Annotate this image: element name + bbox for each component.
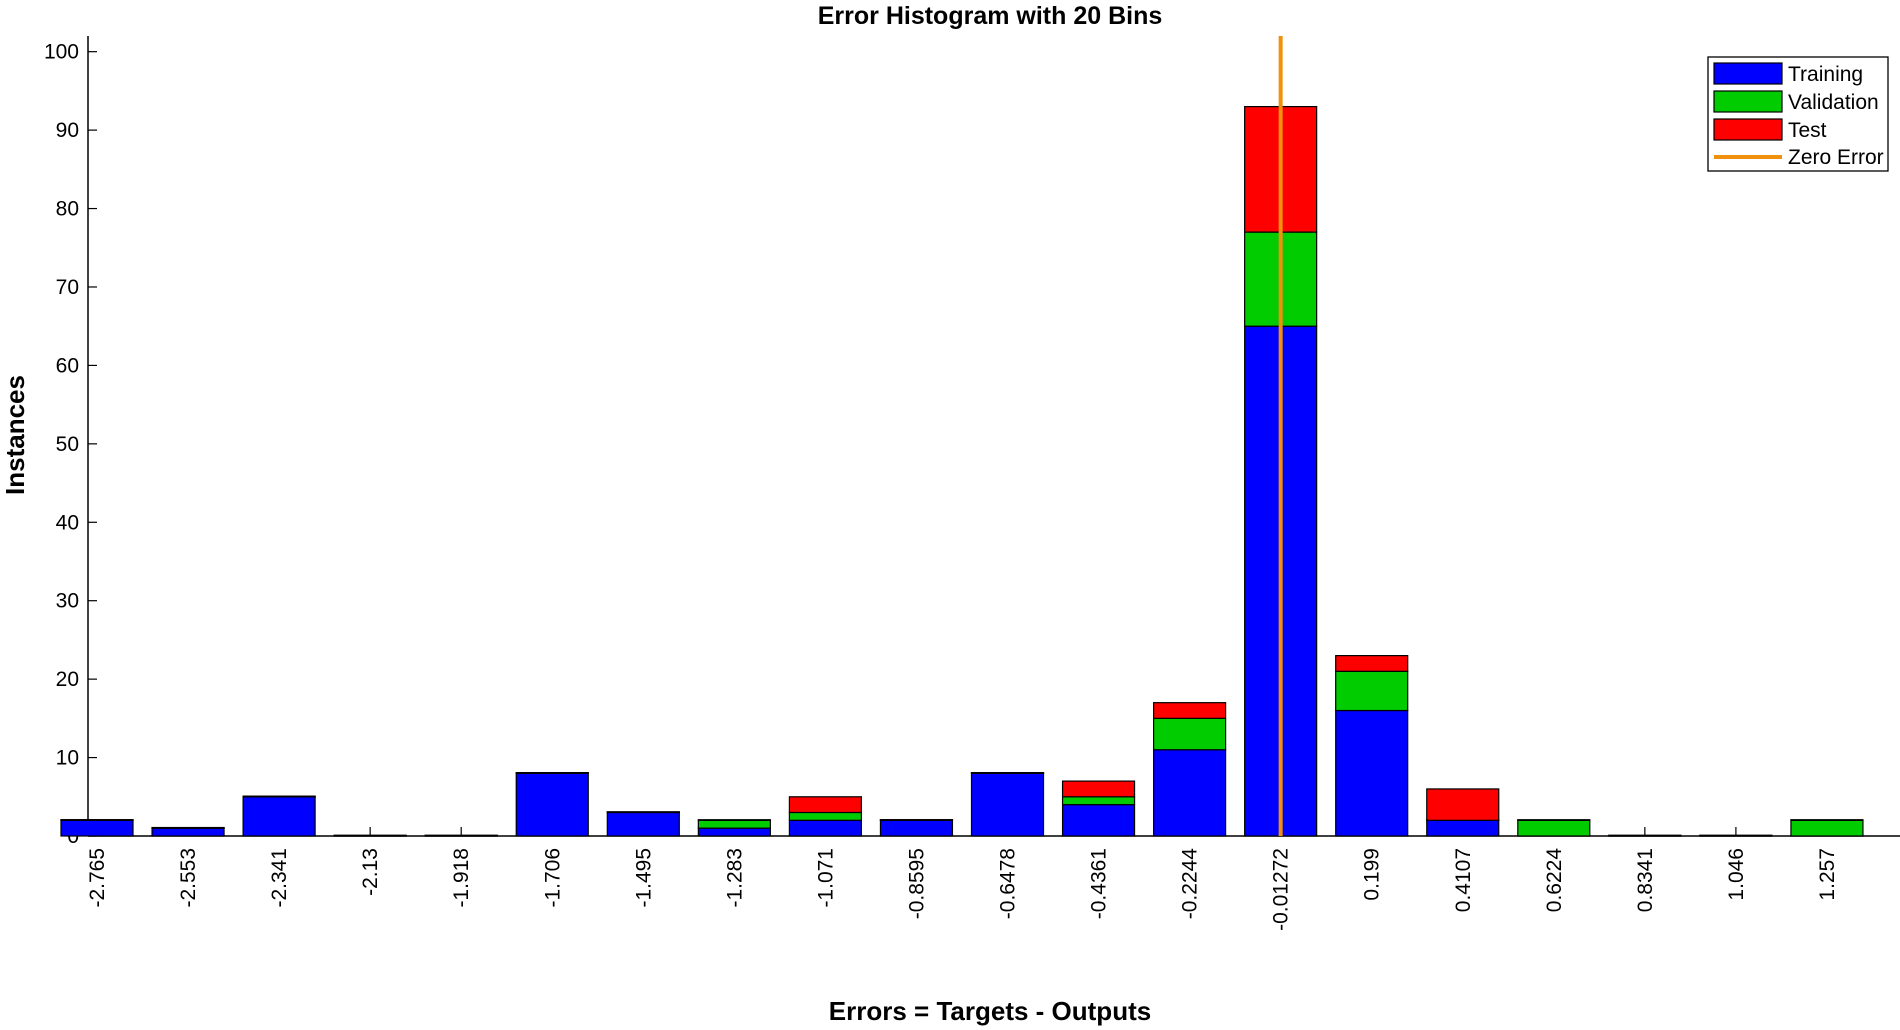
bar-training (1335, 709, 1409, 837)
bar-training (1061, 804, 1136, 837)
bar-training (970, 772, 1045, 837)
bar-test (788, 796, 863, 814)
bar-test (697, 819, 771, 821)
bar-test (1699, 834, 1773, 837)
x-tick-label: -1.283 (723, 848, 746, 908)
bar-training (697, 827, 771, 837)
y-axis-label: Instances (0, 375, 30, 495)
y-tick-label: 60 (56, 354, 79, 377)
y-tick-label: 30 (56, 590, 79, 613)
bar-test (333, 834, 407, 837)
x-tick-label: -1.071 (814, 848, 837, 908)
x-tick-label: -0.01272 (1270, 848, 1293, 931)
x-tick-label: -1.918 (450, 848, 473, 908)
bar-training (606, 811, 680, 837)
bar-validation (697, 819, 771, 829)
bar-training (242, 796, 316, 837)
x-tick-label: 0.199 (1361, 848, 1384, 901)
x-tick-label: 1.046 (1725, 848, 1748, 901)
bar-training (788, 819, 863, 837)
bar-test (151, 826, 225, 829)
x-tick-label: -1.495 (632, 848, 655, 908)
bar-validation (1335, 670, 1409, 712)
y-tick-label: 20 (56, 668, 79, 691)
bar-test (1335, 655, 1409, 672)
legend-label-zero-error: Zero Error (1788, 146, 1884, 169)
bar-validation (1790, 819, 1864, 837)
x-tick-label: -0.4361 (1088, 848, 1111, 919)
y-tick-label: 80 (56, 198, 79, 221)
y-tick-label: 70 (56, 276, 79, 299)
x-tick-label: 1.257 (1816, 848, 1839, 901)
bar-test (1790, 819, 1864, 821)
x-tick-label: -2.13 (359, 848, 382, 896)
bar-training (151, 827, 225, 837)
bar-training (515, 772, 589, 837)
x-tick-label: 0.8341 (1634, 848, 1657, 912)
legend-label-validation: Validation (1788, 91, 1879, 114)
bar-test (1517, 819, 1591, 821)
legend-label-test: Test (1788, 119, 1827, 142)
plot-area: 0102030405060708090100-2.765-2.553-2.341… (44, 36, 1900, 931)
bar-test (60, 819, 134, 821)
x-tick-label: 0.6224 (1543, 848, 1566, 913)
y-tick-label: 10 (56, 747, 79, 770)
bar-training (1426, 819, 1500, 837)
bar-test (1426, 788, 1500, 821)
bar-test (879, 819, 954, 821)
bar-training (60, 819, 134, 837)
chart-title: Error Histogram with 20 Bins (818, 2, 1163, 30)
y-tick-label: 100 (44, 41, 79, 64)
x-tick-label: -0.8595 (905, 848, 928, 919)
legend-label-training: Training (1788, 63, 1863, 86)
x-tick-label: -2.765 (86, 848, 109, 908)
bar-test (1152, 702, 1227, 719)
bar-validation (788, 811, 863, 821)
bar-test (970, 772, 1045, 774)
x-tick-label: -2.341 (268, 848, 291, 908)
bar-test (242, 795, 316, 798)
y-tick-label: 90 (56, 119, 79, 142)
bar-test (1061, 780, 1136, 798)
bar-validation (1061, 796, 1136, 806)
x-tick-label: -0.6478 (997, 848, 1020, 919)
legend-swatch-test (1713, 118, 1783, 141)
bar-training (1152, 749, 1227, 837)
bar-test (424, 834, 498, 837)
x-tick-label: -0.2244 (1179, 848, 1202, 920)
bar-test (515, 772, 589, 774)
legend-swatch-training (1713, 62, 1783, 85)
x-tick-label: 0.4107 (1452, 848, 1475, 912)
bar-test (606, 811, 680, 814)
y-tick-label: 40 (56, 511, 79, 534)
y-tick-label: 50 (56, 433, 79, 456)
bar-validation (1152, 717, 1227, 751)
x-tick-label: -1.706 (541, 848, 564, 908)
bar-validation (1517, 819, 1591, 837)
x-axis-label: Errors = Targets - Outputs (829, 996, 1151, 1026)
bar-test (1608, 834, 1682, 837)
legend: Training Validation Test Zero Error (1707, 56, 1889, 172)
bar-training (879, 819, 954, 837)
legend-swatch-validation (1713, 90, 1783, 113)
x-tick-label: -2.553 (177, 848, 200, 908)
